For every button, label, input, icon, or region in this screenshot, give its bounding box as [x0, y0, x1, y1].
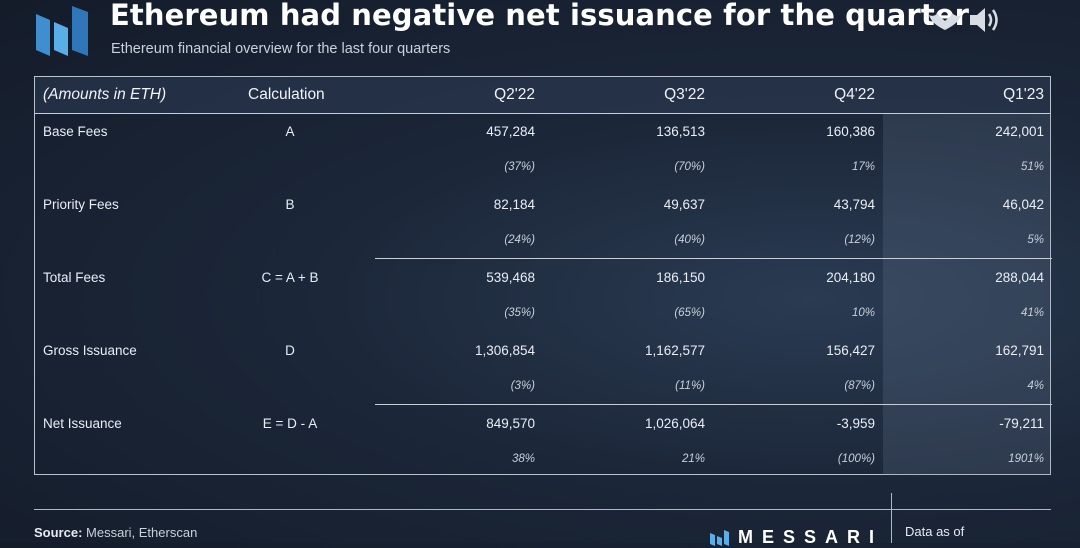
value-q2-22: 457,284: [486, 124, 535, 139]
row-label: Base Fees: [43, 124, 108, 139]
value-q2-22: 82,184: [493, 197, 535, 212]
messari-footer-logo: MESSARI: [710, 527, 883, 548]
page-subtitle: Ethereum financial overview for the last…: [111, 41, 451, 57]
change-q3-22: (65%): [674, 307, 705, 319]
bat-icon: [929, 13, 961, 30]
value-q1-23: 162,791: [995, 343, 1044, 358]
messari-logo-icon: [36, 6, 88, 56]
change-q3-22: (11%): [675, 380, 705, 392]
value-q2-22: 539,468: [486, 270, 535, 285]
row-label: Net Issuance: [43, 416, 122, 431]
change-q3-22: (40%): [674, 234, 705, 246]
row-calculation: D: [285, 343, 295, 358]
row-label: Gross Issuance: [43, 343, 137, 358]
row-calculation: E = D - A: [262, 416, 318, 431]
value-q2-22: 849,570: [486, 416, 535, 431]
column-header-amounts: (Amounts in ETH): [43, 86, 167, 103]
financial-table: (Amounts in ETH) Calculation Q2'22 Q3'22…: [34, 76, 1052, 475]
change-q2-22: (3%): [510, 380, 535, 392]
net-issuance-separator: [375, 404, 1052, 405]
row-calculation: C = A + B: [261, 270, 319, 285]
total-fees-separator: [375, 258, 1052, 259]
change-q1-23: 41%: [1020, 307, 1044, 319]
value-q4-22: 156,427: [826, 343, 875, 358]
value-q1-23: -79,211: [999, 416, 1044, 431]
column-header-q2-22: Q2'22: [494, 86, 535, 103]
column-header-q4-22: Q4'22: [834, 86, 875, 103]
change-q3-22: (70%): [674, 161, 705, 173]
change-q4-22: (12%): [844, 234, 875, 246]
data-as-of: Data as of: [905, 524, 965, 539]
change-q2-22: (37%): [504, 161, 535, 173]
value-q4-22: 43,794: [833, 197, 875, 212]
value-q1-23: 242,001: [995, 124, 1044, 139]
change-q4-22: 10%: [851, 307, 875, 319]
row-calculation: B: [285, 197, 295, 212]
row-label: Priority Fees: [43, 197, 119, 212]
footer-divider: [34, 509, 1051, 510]
column-header-calculation: Calculation: [248, 86, 325, 103]
value-q3-22: 136,513: [656, 124, 705, 139]
q1-column-highlight: [883, 113, 1051, 475]
value-q4-22: -3,959: [836, 416, 875, 431]
value-q3-22: 1,026,064: [644, 416, 705, 431]
page-title: Ethereum had negative net issuance for t…: [110, 0, 969, 32]
change-q3-22: 21%: [681, 453, 705, 465]
value-q3-22: 186,150: [656, 270, 705, 285]
table-header-row: (Amounts in ETH) Calculation Q2'22 Q3'22…: [35, 77, 1050, 114]
source-text: Messari, Etherscan: [86, 525, 198, 540]
value-q4-22: 204,180: [826, 270, 875, 285]
change-q1-23: 4%: [1027, 380, 1044, 392]
change-q1-23: 51%: [1020, 161, 1044, 173]
column-header-q3-22: Q3'22: [664, 86, 705, 103]
change-q2-22: 38%: [511, 453, 535, 465]
value-q2-22: 1,306,854: [474, 343, 535, 358]
row-calculation: A: [285, 124, 295, 139]
value-q1-23: 46,042: [1002, 197, 1044, 212]
change-q2-22: (35%): [504, 307, 535, 319]
source-note: Source: Messari, Etherscan: [34, 525, 197, 540]
change-q1-23: 5%: [1027, 234, 1044, 246]
change-q4-22: (87%): [844, 380, 875, 392]
change-q4-22: (100%): [837, 453, 875, 465]
change-q1-23: 1901%: [1008, 453, 1044, 465]
value-q3-22: 49,637: [663, 197, 705, 212]
value-q1-23: 288,044: [995, 270, 1044, 285]
footer-vertical-divider: [891, 493, 892, 543]
value-q4-22: 160,386: [826, 124, 875, 139]
row-label: Total Fees: [43, 270, 106, 285]
messari-wordmark: MESSARI: [738, 527, 884, 547]
change-q4-22: 17%: [851, 161, 875, 173]
change-q2-22: (24%): [504, 234, 535, 246]
source-label: Source:: [34, 525, 83, 540]
messari-mark-icon: [710, 529, 729, 546]
speaker-icon[interactable]: [968, 4, 1002, 36]
column-header-q1-23: Q1'23: [1003, 86, 1044, 103]
value-q3-22: 1,162,577: [644, 343, 705, 358]
